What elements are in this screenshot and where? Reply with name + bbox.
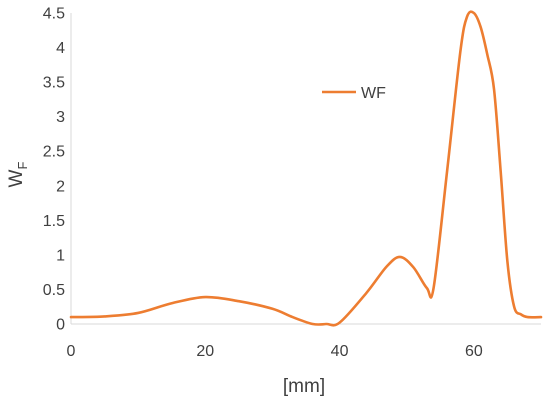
x-tick-labels: 0 20 40 60 xyxy=(67,343,483,360)
y-tick-label: 4.5 xyxy=(43,6,65,23)
y-tick-label: 1.5 xyxy=(43,213,65,230)
y-axis-title-subscript: F xyxy=(15,162,30,170)
y-tick-label: 0 xyxy=(56,317,65,334)
x-tick-label: 60 xyxy=(465,343,483,360)
y-tick-labels: 0 0.5 1 1.5 2 2.5 3 3.5 4 4.5 xyxy=(43,6,65,334)
y-axis-title-main: W xyxy=(6,169,27,187)
y-tick-label: 1 xyxy=(56,247,65,264)
y-tick-label: 2 xyxy=(56,178,65,195)
legend: WF xyxy=(322,85,386,102)
x-tick-label: 40 xyxy=(331,343,349,360)
y-tick-label: 3 xyxy=(56,109,65,126)
y-tick-label: 2.5 xyxy=(43,144,65,161)
y-tick-label: 4 xyxy=(56,40,65,57)
x-axis-title: [mm] xyxy=(283,376,325,397)
series-layer xyxy=(69,10,543,327)
x-tick-label: 20 xyxy=(196,343,214,360)
x-tick-label: 0 xyxy=(67,343,76,360)
y-tick-label: 3.5 xyxy=(43,75,65,92)
y-tick-label: 0.5 xyxy=(43,282,65,299)
y-axis-title: WF xyxy=(6,162,30,188)
series-line-wf xyxy=(69,10,543,327)
axes xyxy=(70,13,541,325)
legend-label-wf: WF xyxy=(361,85,386,102)
